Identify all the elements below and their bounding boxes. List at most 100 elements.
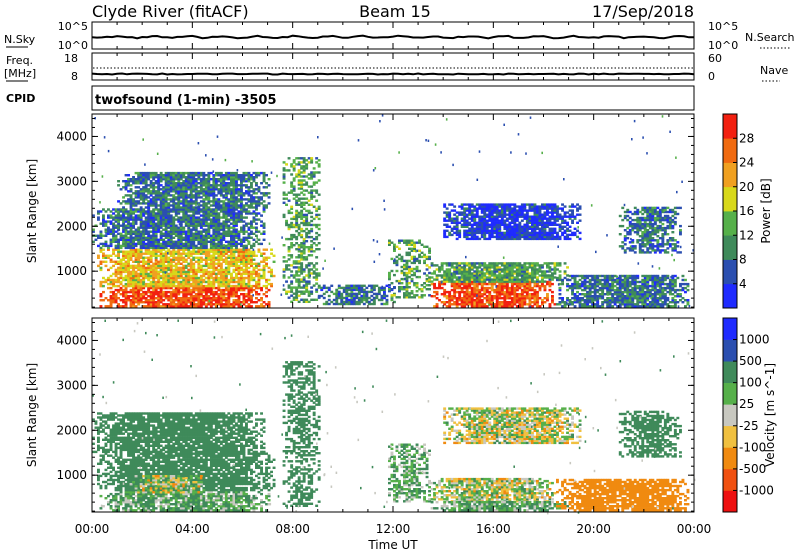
heatmap-cell xyxy=(508,270,512,273)
heatmap-cell xyxy=(139,230,143,233)
heatmap-cell xyxy=(408,241,411,244)
heatmap-cell xyxy=(132,182,135,185)
heatmap-cell xyxy=(157,280,161,284)
heatmap-cell xyxy=(117,260,120,263)
heatmap-cell xyxy=(177,288,181,292)
heatmap-cell xyxy=(500,278,504,281)
heatmap-cell xyxy=(189,282,193,286)
heatmap-cell xyxy=(142,220,146,223)
heatmap-cell xyxy=(152,240,156,243)
heatmap-cell xyxy=(505,286,509,290)
heatmap-cell xyxy=(222,230,226,233)
heatmap-cell xyxy=(255,182,258,185)
heatmap-cell xyxy=(192,246,196,250)
heatmap-cell xyxy=(513,270,517,273)
heatmap-cell xyxy=(490,305,494,308)
heatmap-cell xyxy=(458,268,462,271)
heatmap-cell xyxy=(438,270,441,273)
heatmap-cell xyxy=(142,236,146,239)
heatmap-cell xyxy=(533,297,537,300)
heatmap-cell xyxy=(453,288,457,292)
heatmap-cell xyxy=(144,222,148,225)
heatmap-cell xyxy=(423,261,426,265)
heatmap-cell xyxy=(523,290,527,294)
heatmap-cell xyxy=(531,286,534,290)
heatmap-cell xyxy=(97,254,100,257)
heatmap-cell xyxy=(187,264,191,268)
heatmap-cell xyxy=(192,288,196,292)
heatmap-cell xyxy=(317,163,321,166)
heatmap-cell xyxy=(172,208,176,211)
heatmap-cell xyxy=(245,272,248,276)
heatmap-cell xyxy=(307,300,311,303)
heatmap-cell xyxy=(217,284,221,288)
heatmap-cell xyxy=(400,288,404,291)
heatmap-cell xyxy=(177,171,181,175)
heatmap-cell xyxy=(217,171,221,175)
heatmap-cell xyxy=(272,254,276,257)
heatmap-cell xyxy=(240,220,243,223)
heatmap-cell xyxy=(240,202,243,205)
heatmap-cell xyxy=(548,284,552,288)
heatmap-cell xyxy=(305,233,309,237)
heatmap-cell xyxy=(107,244,110,248)
heatmap-cell xyxy=(312,272,316,275)
heatmap-cell xyxy=(413,267,416,271)
heatmap-cell xyxy=(174,224,178,227)
heatmap-cell xyxy=(285,237,288,241)
heatmap-cell xyxy=(415,290,419,293)
heatmap-cell xyxy=(237,236,241,239)
heatmap-cell xyxy=(154,230,158,233)
heatmap-cell xyxy=(167,230,171,233)
heatmap-cell xyxy=(287,268,291,271)
heatmap-cell xyxy=(440,268,444,271)
heatmap-cell xyxy=(305,266,309,269)
heatmap-cell xyxy=(127,238,130,241)
heatmap-cell xyxy=(162,238,166,241)
heatmap-cell xyxy=(305,286,309,289)
heatmap-cell xyxy=(282,201,286,204)
heatmap-cell xyxy=(408,286,411,289)
heatmap-cell xyxy=(295,223,299,227)
heatmap-cell xyxy=(182,180,186,183)
heatmap-cell xyxy=(104,242,108,246)
heatmap-cell xyxy=(132,284,135,288)
heatmap-cell xyxy=(124,184,128,187)
heatmap-cell xyxy=(285,264,288,267)
heatmap-cell xyxy=(149,194,153,197)
heatmap-cell xyxy=(159,242,163,246)
heatmap-cell xyxy=(189,288,193,292)
heatmap-cell xyxy=(460,297,464,300)
heatmap-cell xyxy=(154,305,158,308)
heatmap-cell xyxy=(142,232,146,235)
heatmap-cell xyxy=(112,284,115,288)
heatmap-cell xyxy=(230,190,233,193)
heatmap-cell xyxy=(520,297,524,300)
heatmap-cell xyxy=(250,286,253,290)
heatmap-cell xyxy=(179,216,183,219)
heatmap-cell xyxy=(465,262,469,265)
heatmap-cell xyxy=(505,295,509,298)
heatmap-cell xyxy=(460,270,464,273)
heatmap-cell xyxy=(242,180,246,183)
heatmap-cell xyxy=(169,290,173,294)
heatmap-cell xyxy=(219,270,223,274)
heatmap-cell xyxy=(300,179,304,182)
heatmap-cell xyxy=(152,282,156,286)
heatmap-cell xyxy=(202,198,206,201)
heatmap-cell xyxy=(245,178,248,181)
heatmap-cell xyxy=(475,286,479,290)
heatmap-cell xyxy=(515,268,519,271)
heatmap-cell xyxy=(129,226,133,229)
heatmap-cell xyxy=(443,272,447,275)
heatmap-cell xyxy=(505,305,509,308)
heatmap-cell xyxy=(134,299,138,302)
heatmap-cell xyxy=(119,293,123,296)
heatmap-cell xyxy=(235,182,238,185)
heatmap-cell xyxy=(247,234,251,237)
heatmap-cell xyxy=(245,230,248,233)
heatmap-cell xyxy=(167,178,171,181)
heatmap-cell xyxy=(525,297,529,300)
heatmap-cell xyxy=(463,293,467,296)
heatmap-cell xyxy=(214,222,218,225)
